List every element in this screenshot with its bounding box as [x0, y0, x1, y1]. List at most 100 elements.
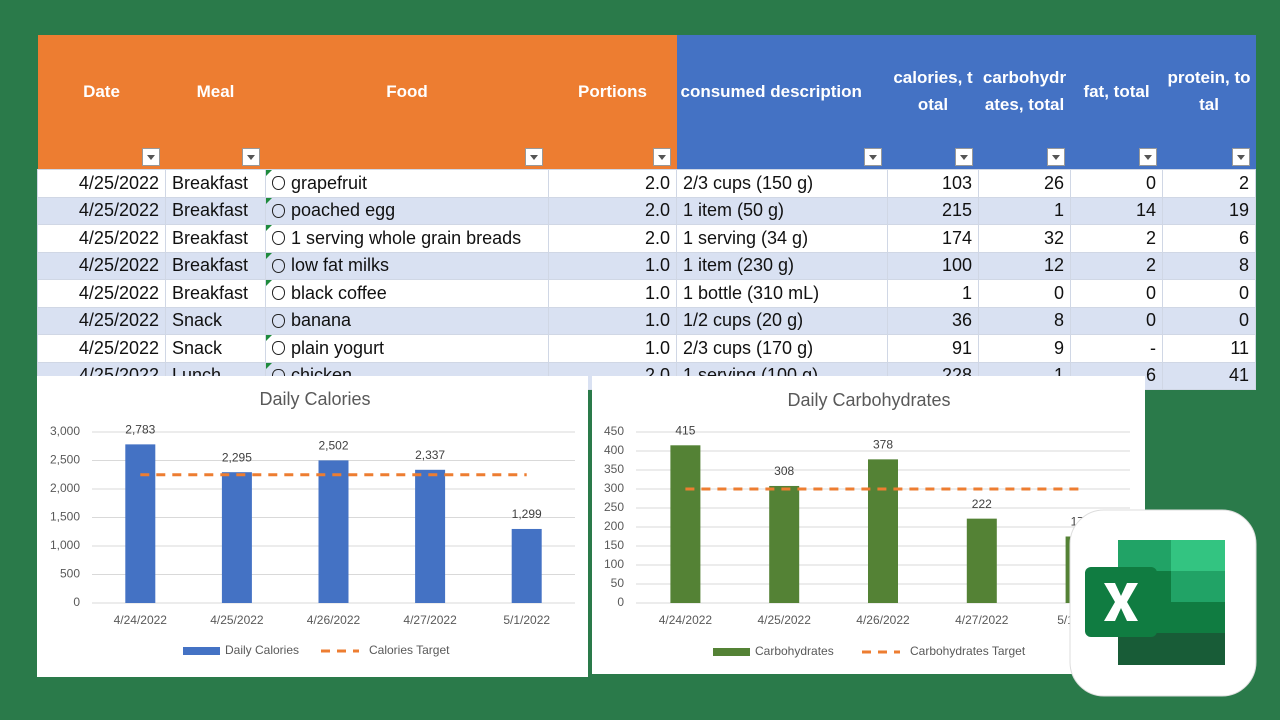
cell-text: Breakfast	[172, 255, 249, 276]
cell-text: 1 bottle (310 mL)	[683, 282, 820, 303]
cell-text: Breakfast	[172, 227, 249, 248]
cell-text: 1	[961, 282, 972, 303]
apple-icon	[272, 313, 285, 328]
cell: 1/2 cups (20 g)	[676, 306, 888, 335]
bar	[511, 528, 542, 603]
apple-icon	[272, 341, 285, 355]
x-tick-label: 4/25/2022	[210, 613, 264, 627]
y-tick-label: 450	[604, 424, 624, 438]
y-tick-label: 300	[604, 481, 624, 495]
cell: 1.0	[548, 251, 677, 280]
bar	[868, 459, 898, 603]
filter-button[interactable]	[524, 148, 543, 166]
y-tick-label: 500	[60, 567, 80, 581]
apple-icon	[272, 258, 285, 273]
cell: 4/25/2022	[37, 334, 166, 363]
cell-text: -	[1150, 337, 1156, 358]
cell-text: grapefruit	[291, 172, 368, 193]
table-row: 4/25/2022 Breakfast grapefruit 2.0 2/3 cups …	[37, 169, 1256, 198]
cell-text: 1/2 cups (20 g)	[683, 310, 804, 331]
legend-swatch	[713, 648, 750, 656]
cell: 2/3 cups (150 g)	[676, 169, 888, 198]
filter-button[interactable]	[141, 148, 160, 166]
cell-text: 6	[1145, 365, 1156, 386]
food-table: Date Meal Food Portions consumed description…	[37, 35, 1256, 390]
table-row: 4/25/2022 Snack plain yogurt 1.0 2/3 cups (1…	[37, 334, 1256, 363]
column-header: consumed description	[676, 35, 888, 170]
y-tick-label: 2,500	[50, 453, 80, 467]
cell: 32	[978, 224, 1071, 253]
data-label: 378	[873, 438, 893, 452]
cell: low fat milks	[265, 251, 549, 280]
bar	[221, 472, 252, 603]
data-label: 222	[972, 497, 992, 511]
y-tick-label: 1,000	[50, 538, 80, 552]
cell-text: 4/25/2022	[78, 310, 159, 331]
cell: 11	[1162, 334, 1256, 363]
header-text: Food	[386, 81, 428, 101]
cell-text: 6	[1238, 227, 1249, 248]
cell-text: 2	[1145, 255, 1156, 276]
y-tick-label: 1,500	[50, 510, 80, 524]
cell-text: 1.0	[644, 282, 670, 303]
cell-text: 11	[1230, 337, 1249, 358]
header-text: Date	[83, 81, 120, 101]
filter-button[interactable]	[954, 148, 973, 166]
cell: 2	[1162, 169, 1256, 198]
cell: 1.0	[548, 306, 677, 335]
y-tick-label: 3,000	[50, 424, 80, 438]
data-label: 1,299	[512, 507, 542, 521]
data-label: 2,502	[318, 439, 348, 453]
x-tick-label: 4/24/2022	[114, 613, 168, 627]
y-tick-label: 2,000	[50, 481, 80, 495]
filter-button[interactable]	[652, 148, 671, 166]
cell: 19	[1162, 196, 1256, 225]
cell-text: 4/25/2022	[78, 172, 159, 193]
cell-text: poached egg	[291, 200, 396, 221]
header-text: Meal	[196, 81, 235, 101]
cell-text: 26	[1043, 172, 1064, 193]
x-tick-label: 4/27/2022	[955, 613, 1009, 627]
cell: 2.0	[548, 224, 677, 253]
cell: Breakfast	[165, 169, 266, 198]
cell: 2.0	[548, 196, 677, 225]
cell-text: 1.0	[644, 310, 670, 331]
y-tick-label: 100	[604, 557, 624, 571]
cell: 4/25/2022	[37, 196, 166, 225]
cell: 1 bottle (310 mL)	[676, 279, 888, 308]
cell: 26	[978, 169, 1071, 198]
note-marker	[266, 252, 272, 259]
cell-text: 1.0	[644, 337, 670, 358]
cell-text: 36	[951, 310, 972, 331]
cell: 0	[1162, 306, 1256, 335]
filter-button[interactable]	[1138, 148, 1157, 166]
x-tick-label: 4/24/2022	[659, 613, 713, 627]
cell-text: 4/25/2022	[78, 255, 159, 276]
filter-button[interactable]	[241, 148, 260, 166]
cell-text: 4/25/2022	[78, 337, 159, 358]
cell-text: 12	[1043, 255, 1064, 276]
table-row: 4/25/2022 Breakfast poached egg 2.0 1 item (…	[37, 196, 1256, 225]
chart-title: Daily Carbohydrates	[787, 390, 950, 410]
column-header: calories, total	[887, 35, 979, 170]
cell-text: 2.0	[644, 172, 670, 193]
header-text: fat, total	[1083, 81, 1150, 101]
legend-swatch	[183, 647, 220, 655]
cell-text: 0	[1238, 310, 1249, 331]
cell: 103	[887, 169, 979, 198]
apple-icon	[272, 176, 285, 190]
y-tick-label: 400	[604, 443, 624, 457]
cell-text: 103	[941, 172, 972, 193]
y-tick-label: 150	[604, 538, 624, 552]
filter-button[interactable]	[1231, 148, 1250, 166]
cell-text: 174	[941, 227, 972, 248]
filter-button[interactable]	[1046, 148, 1065, 166]
bar	[966, 518, 997, 603]
filter-button[interactable]	[863, 148, 882, 166]
table-row: 4/25/2022 Breakfast low fat milks 1.0 1 item…	[37, 251, 1256, 280]
legend-label: Carbohydrates Target	[910, 644, 1026, 658]
y-tick-label: 200	[604, 519, 624, 533]
y-tick-label: 350	[604, 462, 624, 476]
note-marker	[266, 170, 272, 176]
cell-text: 1 serving (34 g)	[683, 227, 809, 248]
